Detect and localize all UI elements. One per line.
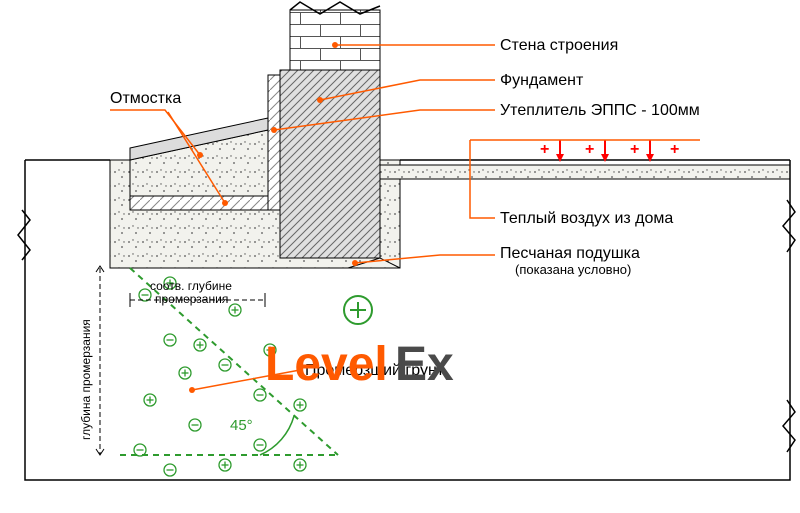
insulation-vertical xyxy=(268,75,280,210)
angle-label: 45° xyxy=(230,417,253,434)
svg-text:+: + xyxy=(585,141,594,158)
svg-text:+: + xyxy=(540,141,549,158)
frost-depth-label: глубина промерзания xyxy=(79,319,93,440)
label-sand: Песчаная подушка xyxy=(500,245,640,262)
insulation-horizontal xyxy=(130,196,268,210)
svg-text:+: + xyxy=(670,141,679,158)
watermark-2: Ex xyxy=(395,338,454,391)
label-insulation: Утеплитель ЭППС - 100мм xyxy=(500,102,700,119)
break-right-1 xyxy=(783,200,795,252)
heat-arrows: + + + + xyxy=(540,140,679,162)
label-foundation: Фундамент xyxy=(500,72,584,89)
warm-air-layer xyxy=(380,165,790,179)
depth-match-1: соотв. глубине xyxy=(150,279,232,293)
break-right-2 xyxy=(783,400,795,452)
label-wall: Стена строения xyxy=(500,37,618,54)
label-warm-air: Теплый воздух из дома xyxy=(500,210,673,227)
watermark-1: Level xyxy=(265,338,388,391)
label-otmostka: Отмостка xyxy=(110,90,181,107)
label-sand-sub: (показана условно) xyxy=(515,262,631,277)
break-left xyxy=(18,210,30,260)
depth-match-2: промерзания xyxy=(155,292,228,306)
plus-symbol xyxy=(344,296,372,324)
building-wall xyxy=(290,10,380,70)
svg-text:+: + xyxy=(630,141,639,158)
